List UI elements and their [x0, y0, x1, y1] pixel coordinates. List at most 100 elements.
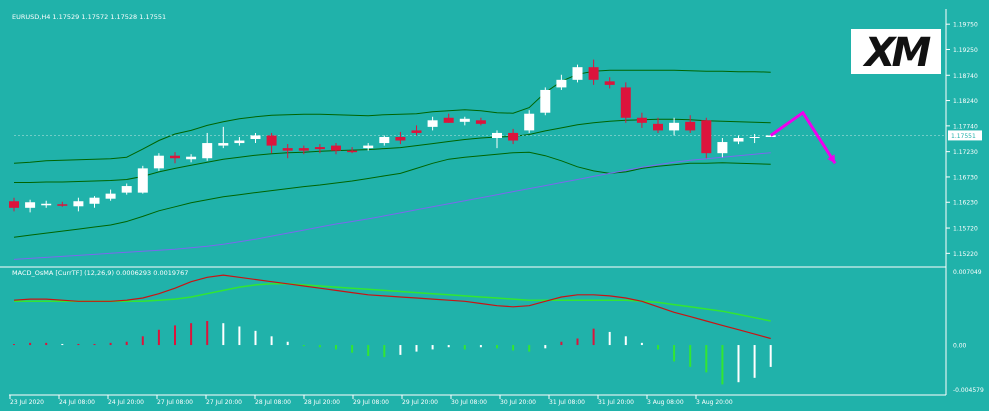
candle-body: [620, 87, 631, 118]
current-price-box: [948, 130, 982, 141]
candle-body: [137, 168, 148, 193]
candle: [331, 143, 341, 155]
candle: [749, 133, 760, 144]
moving-average: [13, 152, 771, 260]
candle-body: [282, 148, 293, 151]
candle-body: [331, 145, 341, 151]
candle-body: [234, 140, 245, 144]
candle-body: [363, 145, 374, 149]
axes: 1.19750 1.19250 1.18740 1.18240 1.17740 1.172…: [9, 9, 984, 406]
price-tick-label: 1.18240: [953, 98, 978, 105]
candle: [427, 116, 438, 131]
candle-body: [250, 135, 261, 140]
logo-box: [851, 29, 941, 74]
current-price-label: 1.17551: [951, 133, 976, 140]
candle-body: [443, 117, 454, 123]
candle-body: [266, 135, 277, 146]
zigzag-arrow-icon: [769, 110, 837, 165]
time-tick-label: 30 Jul 20:00: [500, 399, 536, 406]
price-tick-label: 1.17230: [953, 149, 978, 156]
candle-body: [556, 79, 567, 88]
candle: [250, 132, 261, 144]
candle: [701, 117, 712, 159]
time-tick-label: 28 Jul 20:00: [304, 399, 340, 406]
candle: [733, 135, 744, 145]
candle: [170, 152, 180, 164]
candle-body: [9, 201, 19, 208]
time-tick-label: 23 Jul 2020: [10, 399, 44, 406]
candle: [105, 189, 116, 201]
candle: [669, 117, 680, 136]
candle-body: [73, 201, 84, 207]
candle: [121, 183, 132, 195]
price-axis: 1.19750 1.19250 1.18740 1.18240 1.17740 1.172…: [946, 22, 982, 258]
candle-body: [492, 132, 502, 138]
macd-lines: [13, 274, 771, 340]
candle: [588, 59, 599, 85]
candle: [314, 144, 325, 154]
candle-body: [701, 120, 712, 154]
candle-body: [749, 136, 760, 138]
bollinger-upper-line: [13, 69, 771, 164]
time-tick-label: 30 Jul 08:00: [451, 399, 487, 406]
price-pane: [9, 59, 946, 260]
forecast-arrow-path: [769, 110, 837, 165]
candle: [363, 143, 374, 151]
macd-tick-label: -0.004579: [953, 387, 984, 394]
time-tick-label: 31 Jul 20:00: [598, 399, 634, 406]
candle-body: [105, 193, 116, 199]
candle-body: [427, 120, 438, 127]
candle: [347, 147, 358, 154]
candle-body: [57, 204, 68, 206]
candle-body: [347, 150, 358, 153]
candle-body: [733, 138, 744, 142]
candle-body: [298, 148, 309, 151]
candle-body: [524, 113, 535, 131]
candle-body: [153, 155, 164, 169]
candle: [89, 196, 100, 208]
candle: [41, 200, 52, 208]
bollinger-lower-line: [13, 151, 771, 238]
candle: [73, 197, 84, 212]
candle: [266, 132, 277, 154]
candle-body: [379, 136, 390, 144]
macd-tick-label: 0.00: [953, 343, 967, 350]
candle-body: [636, 117, 647, 123]
candle-body: [218, 143, 229, 146]
candle: [685, 115, 696, 133]
macd-line: [13, 274, 771, 340]
candle-body: [411, 130, 422, 133]
candle-body: [121, 186, 132, 193]
candle: [508, 128, 519, 145]
candle-body: [765, 135, 776, 137]
candle-body: [25, 202, 36, 208]
candle-body: [186, 156, 197, 160]
candle-body: [588, 67, 599, 80]
candle: [282, 144, 293, 159]
candle-body: [41, 203, 52, 206]
xm-logo: XM: [851, 29, 941, 76]
candle: [218, 126, 229, 149]
candle-body: [89, 197, 100, 204]
candle: [395, 131, 406, 145]
candle: [475, 117, 486, 126]
candle-body: [717, 142, 728, 154]
candle-body: [314, 147, 325, 150]
candle: [620, 82, 631, 123]
price-tick-label: 1.18740: [953, 73, 978, 80]
time-tick-label: 24 Jul 20:00: [108, 399, 144, 406]
time-tick-label: 24 Jul 08:00: [59, 399, 95, 406]
candle-body: [395, 136, 406, 141]
candle-body: [202, 143, 213, 159]
moving-average-line: [13, 152, 771, 260]
candle: [25, 199, 36, 213]
candle-body: [669, 122, 680, 131]
candle: [298, 145, 309, 155]
candle: [137, 165, 148, 194]
time-tick-label: 31 Jul 08:00: [549, 399, 585, 406]
macd-indicator-title: MACD_OsMA [CurrTF] (12,26,9) 0.0006293 0…: [12, 269, 188, 277]
price-tick-label: 1.16730: [953, 174, 978, 181]
time-tick-label: 29 Jul 08:00: [353, 399, 389, 406]
time-tick-label: 3 Aug 20:00: [696, 399, 733, 406]
